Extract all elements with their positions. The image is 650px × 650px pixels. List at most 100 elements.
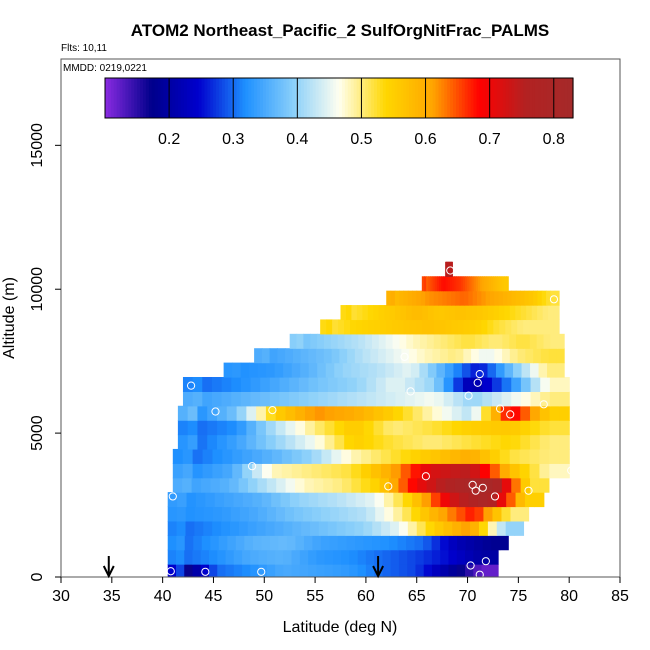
heatmap-cell — [539, 448, 550, 464]
heatmap-cell — [499, 448, 511, 464]
heatmap-cell — [175, 564, 185, 577]
heatmap-cell — [185, 506, 196, 522]
colorbar-swatch — [467, 78, 472, 118]
heatmap-cell — [368, 362, 378, 378]
sample-point — [400, 352, 409, 361]
heatmap-cell — [412, 434, 424, 450]
heatmap-cell — [474, 333, 483, 349]
colorbar-frame — [104, 77, 574, 119]
heatmap-cell — [325, 362, 335, 378]
heatmap-cell — [256, 520, 267, 536]
heatmap-cell — [300, 362, 310, 378]
heatmap-cell — [383, 420, 394, 436]
heatmap-cell — [389, 477, 400, 493]
colorbar-swatch — [154, 78, 159, 118]
heatmap-cell — [365, 549, 375, 565]
colorbar-swatch — [429, 78, 434, 118]
heatmap-cell — [331, 348, 340, 364]
colorbar-swatch — [385, 78, 390, 118]
heatmap-cell — [233, 564, 243, 577]
heatmap-cell — [289, 333, 298, 349]
heatmap-cell — [400, 448, 412, 464]
heatmap-cell — [197, 434, 208, 450]
colorbar-swatch — [403, 78, 407, 118]
heatmap-cell — [481, 564, 491, 577]
heatmap-cell — [177, 405, 189, 421]
heatmap-cell — [465, 549, 474, 565]
colorbar-swatch — [365, 78, 369, 118]
heatmap-cell — [321, 463, 332, 479]
heatmap-cell — [289, 492, 300, 508]
x-tick-label: 80 — [560, 588, 578, 605]
heatmap-cell — [425, 290, 431, 306]
colorbar-swatch — [532, 78, 536, 118]
colorbar-swatch — [485, 78, 489, 118]
heatmap-cell — [487, 492, 498, 508]
heatmap-cell — [440, 348, 449, 364]
heatmap-cell — [209, 549, 218, 565]
colorbar-swatch — [201, 78, 206, 118]
heatmap-cell — [440, 492, 451, 508]
heatmap-cell — [415, 549, 425, 565]
heatmap-cell — [351, 362, 361, 378]
heatmap-cell — [424, 348, 433, 364]
heatmap-cell — [539, 463, 550, 479]
heatmap-cell — [361, 463, 372, 479]
heatmap-cell — [223, 362, 233, 378]
heatmap-cell — [530, 376, 541, 392]
y-axis: 0 5000 10000 15000 — [29, 123, 61, 581]
heatmap-cell — [187, 405, 199, 421]
heatmap-cell — [305, 434, 316, 450]
heatmap-cell — [454, 477, 465, 493]
heatmap-cell — [413, 333, 421, 349]
heatmap-cell — [549, 405, 560, 421]
colorbar-swatch — [327, 78, 331, 118]
heatmap-cell — [323, 333, 332, 349]
heatmap-cell — [550, 333, 558, 349]
heatmap-cell — [409, 348, 418, 364]
heatmap-cell — [500, 405, 512, 421]
heatmap-cell — [385, 376, 396, 392]
heatmap-cell — [469, 319, 477, 335]
heatmap-cell — [557, 333, 565, 349]
heatmap-cell — [257, 477, 268, 493]
heatmap-cell — [548, 348, 557, 364]
colorbar-swatch — [453, 78, 457, 118]
heatmap-cell — [402, 405, 414, 421]
heatmap-cell — [367, 305, 374, 321]
heatmap-cell — [283, 520, 293, 536]
heatmap-cell — [429, 290, 435, 306]
heatmap-cell — [452, 276, 455, 292]
heatmap-cell — [308, 492, 319, 508]
heatmap-cell — [239, 506, 250, 522]
colorbar-swatch — [309, 78, 314, 118]
heatmap-cell — [436, 362, 446, 378]
heatmap-cell — [421, 319, 429, 335]
heatmap-cell — [559, 463, 570, 479]
colorbar-swatch — [353, 78, 358, 118]
heatmap-cell — [459, 290, 465, 306]
heatmap-cell — [308, 376, 319, 392]
heatmap-cell — [559, 448, 570, 464]
heatmap-cell — [395, 305, 402, 321]
heatmap-cell — [524, 290, 530, 306]
colorbar-swatch — [400, 78, 404, 118]
heatmap-cell — [332, 564, 342, 577]
heatmap-cell — [442, 434, 453, 450]
heatmap-cell — [271, 463, 283, 479]
heatmap-cell — [405, 376, 416, 392]
heatmap-cell — [256, 420, 267, 436]
heatmap-cell — [232, 362, 242, 378]
heatmap-cell — [520, 290, 526, 306]
colorbar-tick-label: 0.6 — [414, 131, 436, 148]
heatmap-cell — [523, 319, 530, 335]
sample-point — [421, 472, 430, 481]
heatmap-cell — [363, 535, 373, 551]
heatmap-cell — [283, 362, 293, 378]
heatmap-cell — [222, 448, 233, 464]
heatmap-cell — [481, 333, 490, 349]
heatmap-cell — [344, 319, 351, 335]
heatmap-cell — [514, 520, 525, 536]
heatmap-cell — [550, 290, 556, 306]
heatmap-cell — [511, 391, 522, 407]
